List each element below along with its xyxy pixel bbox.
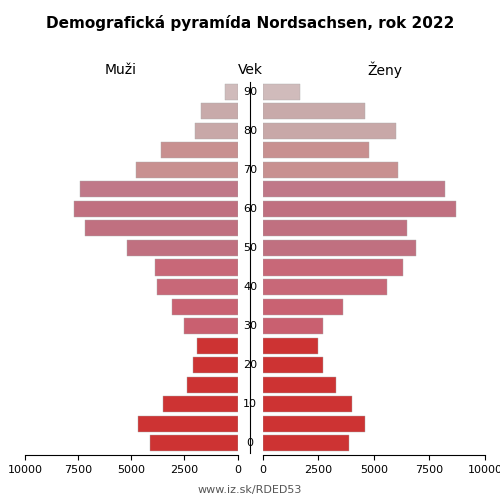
Text: Muži: Muži — [104, 64, 136, 78]
Bar — [262, 123, 396, 139]
Bar — [74, 201, 237, 217]
Bar — [186, 376, 238, 392]
Bar — [262, 84, 300, 100]
Bar — [184, 318, 238, 334]
Bar — [262, 376, 336, 392]
Bar — [127, 240, 238, 256]
Bar — [84, 220, 237, 236]
Bar — [262, 240, 416, 256]
Bar — [262, 162, 398, 178]
Text: 0: 0 — [246, 438, 254, 448]
Bar — [202, 103, 237, 120]
Bar — [262, 279, 387, 295]
Bar — [262, 298, 342, 314]
Bar — [262, 260, 402, 276]
Bar — [262, 182, 445, 198]
Text: 90: 90 — [243, 86, 257, 97]
Bar — [136, 162, 238, 178]
Bar — [262, 103, 365, 120]
Text: 40: 40 — [243, 282, 257, 292]
Bar — [225, 84, 237, 100]
Bar — [262, 142, 370, 158]
Text: 50: 50 — [243, 243, 257, 253]
Bar — [195, 123, 238, 139]
Text: Vek: Vek — [238, 64, 262, 78]
Text: 70: 70 — [243, 165, 257, 175]
Text: 60: 60 — [243, 204, 257, 214]
Text: 20: 20 — [243, 360, 257, 370]
Bar — [262, 201, 456, 217]
Bar — [80, 182, 237, 198]
Text: 30: 30 — [243, 321, 257, 331]
Bar — [262, 436, 350, 452]
Bar — [154, 260, 238, 276]
Bar — [262, 220, 407, 236]
Text: Ženy: Ženy — [368, 61, 402, 78]
Text: www.iz.sk/RDED53: www.iz.sk/RDED53 — [198, 485, 302, 495]
Bar — [172, 298, 237, 314]
Bar — [262, 357, 322, 373]
Bar — [262, 318, 322, 334]
Bar — [262, 338, 318, 353]
Bar — [150, 436, 238, 452]
Text: 80: 80 — [243, 126, 257, 136]
Bar — [157, 279, 238, 295]
Text: Demografická pyramída Nordsachsen, rok 2022: Demografická pyramída Nordsachsen, rok 2… — [46, 15, 454, 31]
Bar — [161, 142, 238, 158]
Bar — [197, 338, 237, 353]
Bar — [138, 416, 237, 432]
Bar — [262, 396, 352, 412]
Text: 10: 10 — [243, 399, 257, 409]
Bar — [262, 416, 365, 432]
Bar — [193, 357, 238, 373]
Bar — [163, 396, 238, 412]
